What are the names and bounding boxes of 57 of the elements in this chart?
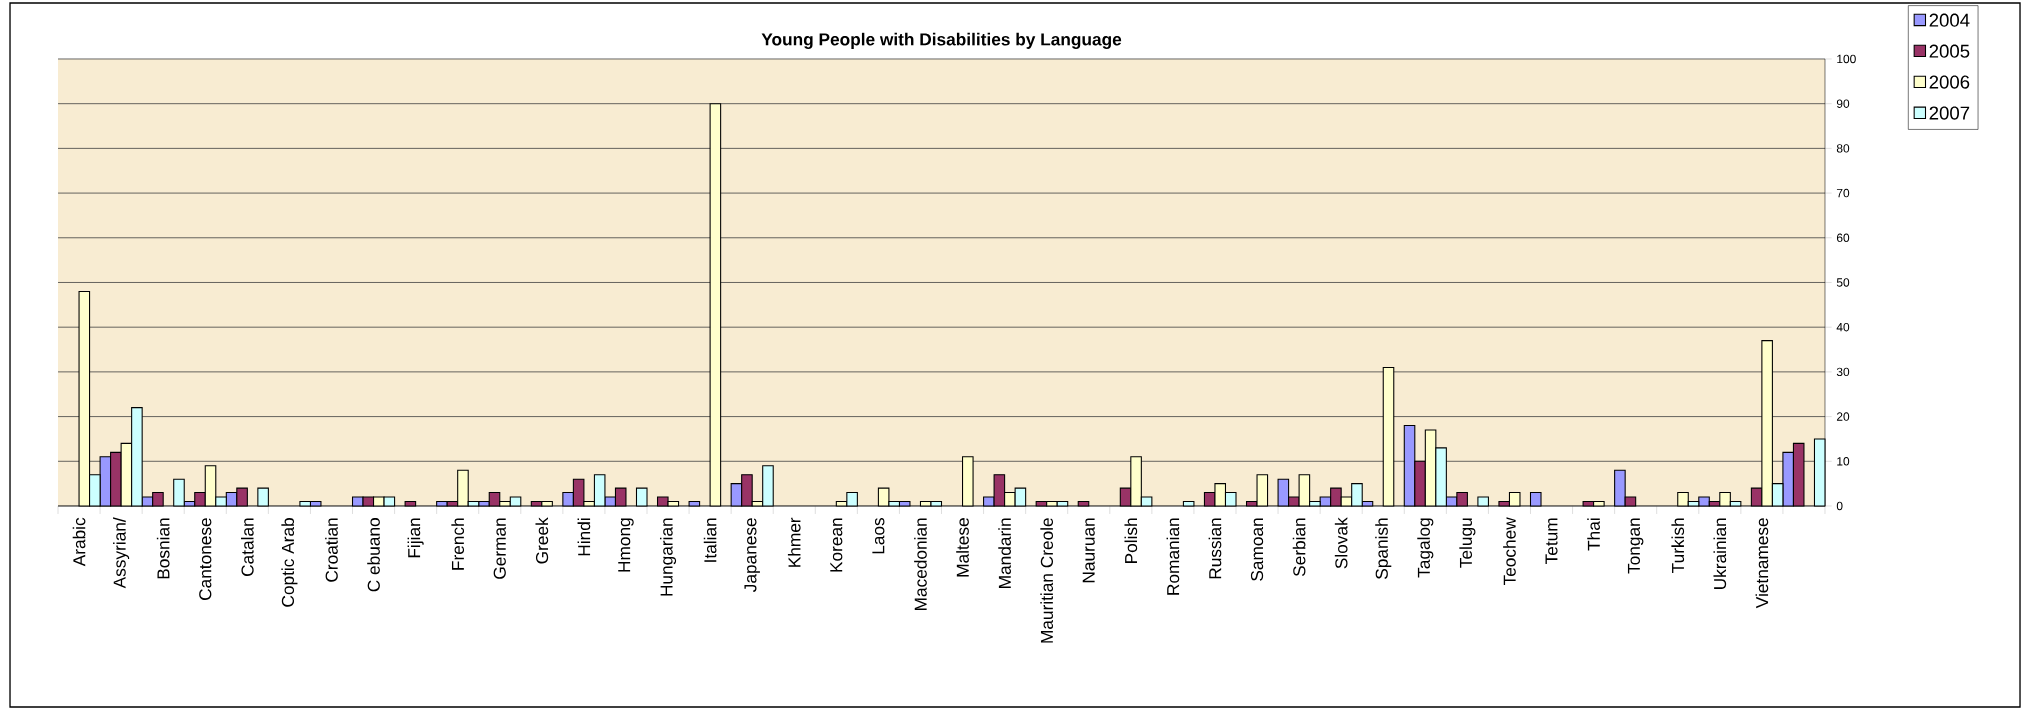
x-tick-label: Ukrainian	[1713, 518, 1727, 589]
x-tick-label: Laos	[872, 517, 885, 554]
x-tick-label: Hindi	[577, 518, 591, 556]
x-tick-label: Tetum	[1545, 518, 1558, 564]
x-tick-label: German	[493, 518, 506, 579]
x-tick-label: Cantonese	[199, 518, 212, 600]
x-tick-label: French	[451, 518, 465, 570]
y-tick-label: 80	[1836, 144, 1850, 153]
x-tick-label: Fijian	[407, 518, 424, 558]
x-tick-label: Bosnian	[156, 518, 170, 579]
x-tick-label: Greek	[535, 517, 549, 564]
x-tick-label: Hungarian	[659, 518, 677, 596]
x-tick-label: Hmong	[618, 518, 634, 572]
x-tick-label: Samoan	[1250, 518, 1264, 581]
y-tick-label: 40	[1836, 322, 1850, 332]
x-tick-label: Slovak	[1334, 517, 1348, 569]
legend-label: 2007	[1929, 106, 1970, 120]
x-tick-label: Spanish	[1375, 518, 1392, 579]
x-tick-label: Vietnamese	[1755, 518, 1769, 609]
x-tick-label: Mandarin	[998, 518, 1011, 588]
x-tick-label: Coptic Arab	[281, 518, 298, 607]
x-tick-label: Russian	[1208, 518, 1222, 579]
y-tick-label: 90	[1836, 99, 1850, 108]
x-tick-label: Macedonian	[914, 518, 927, 611]
y-tick-label: 10	[1837, 457, 1850, 466]
y-tick-label: 30	[1836, 367, 1850, 377]
y-tick-label: 50	[1836, 278, 1850, 287]
x-tick-label: Croatian	[325, 518, 338, 582]
x-tick-label: Maltese	[956, 518, 969, 577]
x-tick-label: Arabic	[72, 517, 86, 567]
x-tick-label: Japanese	[744, 518, 760, 592]
x-tick-label: Mauritian Creole	[1040, 518, 1054, 643]
x-tick-label: Teochew	[1503, 517, 1516, 586]
x-tick-label: Italian	[703, 518, 717, 562]
x-tick-label: C ebuano	[367, 518, 380, 592]
x-tick-label: Catalan	[240, 518, 254, 576]
x-tick-label: Tongan	[1627, 518, 1644, 574]
x-tick-label: Assyrian/	[113, 517, 130, 589]
y-tick-label: 70	[1836, 188, 1850, 198]
legend-label: 2006	[1929, 75, 1970, 89]
x-tick-label: Serbian	[1292, 518, 1306, 577]
y-tick-label: 60	[1836, 233, 1850, 243]
x-tick-label: Khmer	[787, 517, 801, 567]
legend-label: 2005	[1929, 44, 1970, 58]
y-tick-label: 0	[1836, 501, 1843, 511]
x-tick-label: Tagalog	[1417, 518, 1434, 578]
chart-title: Young People with Disabilities by Language	[761, 32, 1122, 49]
x-tick-label: Polish	[1124, 518, 1138, 563]
x-tick-label: Romanian	[1166, 518, 1180, 595]
legend-label: 2004	[1929, 13, 1970, 27]
x-tick-label: Nauruan	[1082, 518, 1095, 583]
x-tick-label: Thai	[1587, 518, 1600, 551]
x-tick-label: Korean	[830, 518, 843, 572]
y-tick-label: 20	[1836, 412, 1850, 421]
x-tick-label: Telugu	[1459, 518, 1476, 568]
y-tick-label: 100	[1837, 54, 1856, 64]
x-tick-label: Turkish	[1671, 518, 1685, 573]
